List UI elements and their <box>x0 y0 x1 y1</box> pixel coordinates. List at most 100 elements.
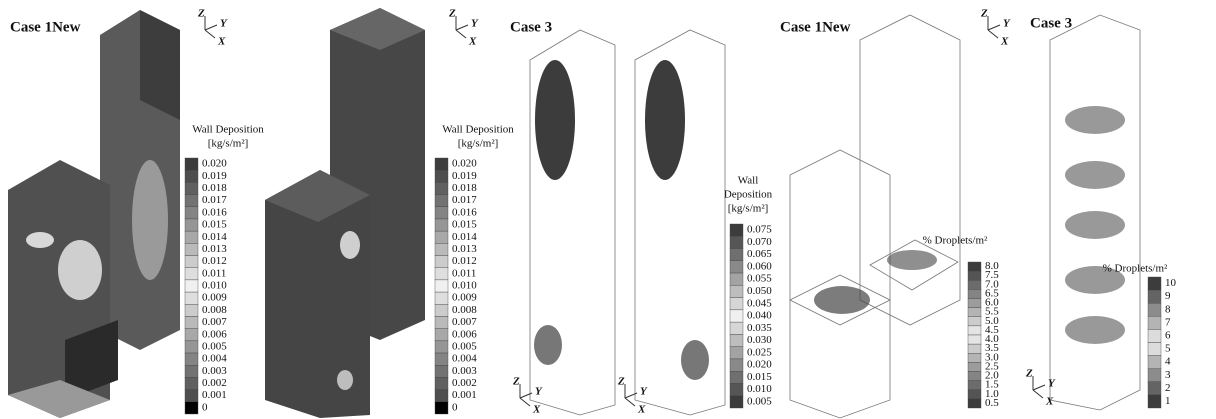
axis-label: X <box>217 36 226 48</box>
colorbar-swatch <box>730 334 743 346</box>
colorbar-swatch <box>968 299 981 308</box>
colorbar-swatch <box>968 262 981 271</box>
axis-arrow <box>1033 385 1045 390</box>
colorbar-tick-label: 0.020 <box>202 158 227 170</box>
colorbar-swatch <box>435 353 448 365</box>
colorbar-swatch <box>185 219 198 231</box>
colorbar-tick-label: 0.019 <box>202 170 227 182</box>
colorbar-tick-label: 0.017 <box>452 194 477 206</box>
colorbar-title: [kg/s/m²] <box>728 203 769 215</box>
colorbar-swatch <box>1148 303 1161 316</box>
colorbar-swatch <box>968 317 981 326</box>
colorbar-swatch <box>185 316 198 328</box>
colorbar-title: Wall Deposition <box>442 124 514 136</box>
colorbar-title: Deposition <box>724 189 773 201</box>
colorbar-swatch <box>968 344 981 353</box>
panel-label: Case 3 <box>1030 15 1072 31</box>
colorbar-swatch <box>185 268 198 280</box>
colorbar-swatch <box>185 329 198 341</box>
colorbar-tick-label: 0.003 <box>452 365 477 377</box>
colorbar-tick-label: 0.007 <box>202 316 227 328</box>
colorbar-tick-label: 0.008 <box>452 304 477 316</box>
colorbar-tick-label: 0.003 <box>202 365 227 377</box>
colorbar-swatch <box>730 273 743 285</box>
colorbar-swatch <box>968 362 981 371</box>
colorbar-swatch <box>730 236 743 248</box>
colorbar-swatch <box>185 377 198 389</box>
panel-label: Case 1New <box>780 19 851 35</box>
axis-label: X <box>1000 36 1009 48</box>
colorbar-tick-label: 0.015 <box>452 219 477 231</box>
colorbar-tick-label: 0.012 <box>452 255 477 267</box>
colorbar-tick-label: 8 <box>1165 303 1171 315</box>
colorbar-swatch <box>185 182 198 194</box>
colorbar-swatch <box>730 371 743 383</box>
axis-label: Y <box>1003 18 1011 30</box>
colorbar-tick-label: 0.006 <box>452 328 477 340</box>
axis-label: Y <box>471 18 479 30</box>
colorbar-tick-label: 0.011 <box>202 267 226 279</box>
colorbar-tick-label: 0 <box>452 401 458 413</box>
colorbar-tick-label: 0.014 <box>202 231 227 243</box>
colorbar-tick-label: 2 <box>1165 382 1171 394</box>
axis-arrow <box>988 30 998 38</box>
colorbar-swatch <box>1148 277 1161 290</box>
colorbar-tick-label: 0.011 <box>452 267 476 279</box>
axis-label: Z <box>448 8 456 20</box>
colorbar-swatch <box>435 280 448 292</box>
colorbar-swatch <box>968 289 981 298</box>
colorbar-swatch <box>435 316 448 328</box>
colorbar-swatch <box>730 396 743 408</box>
colorbar-swatch <box>435 390 448 402</box>
colorbar-swatch <box>185 402 198 414</box>
colorbar-swatch <box>1148 369 1161 382</box>
colorbar-tick-label: 0.008 <box>202 304 227 316</box>
colorbar-swatch <box>435 195 448 207</box>
colorbar-swatch <box>968 399 981 408</box>
colorbar-swatch <box>185 341 198 353</box>
colorbar-tick-label: 0.002 <box>452 377 477 389</box>
axis-arrow <box>520 398 530 406</box>
colorbar-swatch <box>185 170 198 182</box>
colorbar-tick-label: 0.014 <box>452 231 477 243</box>
colorbar-tick-label: 0.006 <box>202 328 227 340</box>
colorbar-swatch <box>730 322 743 334</box>
axis-arrow <box>1033 390 1043 398</box>
colorbar-tick-label: 0.050 <box>747 285 772 297</box>
colorbar-swatch <box>185 353 198 365</box>
colorbar-tick-label: 0.055 <box>747 273 772 285</box>
colorbar-tick-label: 0.013 <box>452 243 477 255</box>
colorbar-swatch <box>435 256 448 268</box>
axis-label: Z <box>1025 368 1033 380</box>
colorbar-swatch <box>968 308 981 317</box>
axis-arrow <box>205 25 217 30</box>
axis-label: Y <box>640 386 648 398</box>
axis-label: Y <box>1048 378 1056 390</box>
colorbar-tick-label: 0.004 <box>202 353 227 365</box>
colorbar-swatch <box>730 347 743 359</box>
colorbar-tick-label: 0.016 <box>452 206 477 218</box>
colorbar-swatch <box>435 292 448 304</box>
colorbar-tick-label: 1 <box>1165 395 1171 407</box>
panel-label: Case 3 <box>510 19 552 35</box>
colorbar-title: % Droplets/m² <box>1103 263 1168 275</box>
axis-arrow <box>625 398 635 406</box>
colorbar-swatch <box>435 158 448 170</box>
rendering-case1new-droplets <box>790 15 960 418</box>
colorbar-swatch <box>435 170 448 182</box>
figure: Case 1NewCase 3Case 1NewCase 3ZYXZYXZYXZ… <box>0 0 1216 419</box>
colorbar-tick-label: 0.035 <box>747 322 772 334</box>
colorbar-swatch <box>968 353 981 362</box>
colorbar-swatch <box>1148 316 1161 329</box>
colorbar-swatch <box>185 390 198 402</box>
axis-label: X <box>1045 396 1054 408</box>
colorbar-tick-label: 0.060 <box>747 260 772 272</box>
colorbar-tick-label: 0.045 <box>747 297 772 309</box>
colorbar-swatch <box>435 304 448 316</box>
colorbar-tick-label: 7 <box>1165 316 1171 328</box>
rendering-deposition-2 <box>265 8 425 418</box>
colorbar-swatch <box>730 224 743 236</box>
colorbar-tick-label: 0.020 <box>452 158 477 170</box>
colorbar-tick-label: 0.018 <box>452 182 477 194</box>
colorbar-swatch <box>968 381 981 390</box>
